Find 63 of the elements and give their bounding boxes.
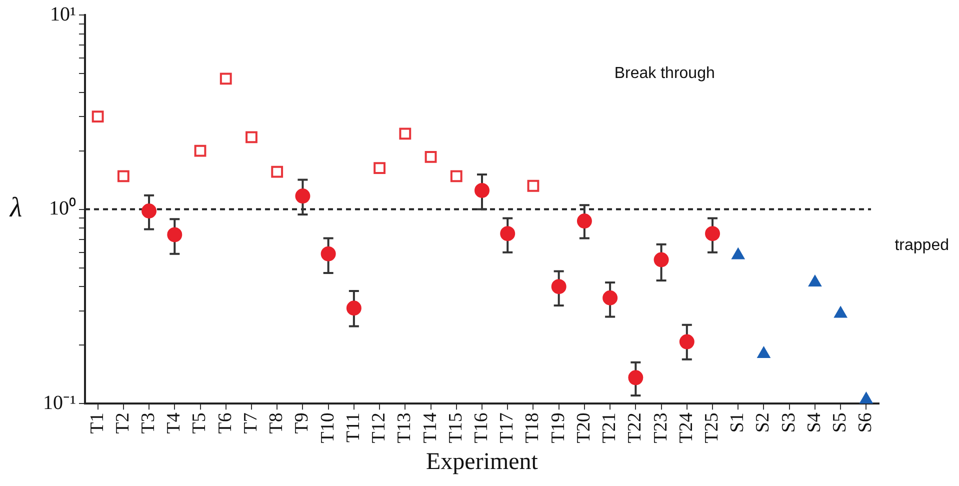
x-tick-label: S6 (855, 412, 876, 433)
point (628, 370, 644, 386)
x-tick-label: T23 (650, 412, 672, 444)
x-tick-label: S2 (752, 412, 774, 433)
point (602, 290, 618, 306)
point (92, 110, 104, 123)
point (271, 166, 284, 178)
point (705, 226, 720, 242)
point (346, 300, 362, 316)
point (654, 252, 669, 268)
x-tick-label: T25 (702, 412, 722, 444)
point (399, 128, 412, 140)
point (474, 182, 490, 198)
x-tick-label: T12 (368, 412, 390, 444)
point (167, 227, 182, 242)
x-tick-label: S4 (804, 412, 825, 433)
y-axis-title: λ (8, 192, 22, 224)
point (424, 150, 437, 163)
x-tick-label: T8 (266, 412, 288, 434)
x-tick-label: T19 (548, 412, 569, 444)
x-tick-label: T2 (112, 412, 134, 434)
point (117, 170, 130, 182)
x-tick-label: T13 (394, 412, 416, 444)
point (246, 131, 258, 144)
y-tick-label: 10⁻¹ (42, 392, 76, 414)
x-tick-label: T9 (292, 412, 313, 434)
point (320, 246, 336, 262)
x-tick-label: T17 (496, 412, 518, 444)
x-tick-label: T20 (573, 412, 594, 444)
y-tick-label: 10¹ (50, 3, 76, 26)
x-tick-label: T6 (214, 412, 236, 434)
point (220, 72, 232, 85)
x-tick-label: T7 (240, 412, 262, 434)
point (142, 204, 157, 218)
point (194, 144, 206, 157)
annotation: Break through (614, 65, 715, 82)
x-tick-label: T18 (522, 412, 544, 444)
x-tick-label: S3 (778, 412, 800, 433)
x-tick-label: T22 (624, 412, 646, 444)
point (500, 226, 516, 242)
x-tick-label: T10 (317, 412, 338, 444)
x-tick-label: S5 (830, 412, 851, 433)
point (450, 170, 462, 182)
text: trapped (894, 237, 949, 254)
point (527, 180, 540, 192)
x-tick-label: T5 (189, 412, 210, 434)
x-tick-label: T15 (445, 412, 466, 444)
point (551, 279, 566, 294)
point (679, 334, 694, 350)
x-tick-label: T4 (164, 412, 185, 434)
x-tick-label: T3 (138, 412, 160, 434)
point (576, 214, 592, 229)
x-tick-label: T24 (676, 412, 697, 444)
point (374, 162, 386, 174)
x-tick-label: T11 (342, 412, 364, 442)
x-tick-label: T16 (470, 412, 492, 444)
x-tick-label: T14 (420, 412, 441, 444)
x-tick-label: S1 (727, 412, 748, 433)
point (295, 188, 310, 204)
x-axis-title: Experiment (426, 448, 538, 475)
y-tick-label: 10⁰ (48, 196, 76, 220)
x-tick-label: T21 (599, 412, 620, 444)
x-tick-label: T1 (86, 412, 108, 434)
